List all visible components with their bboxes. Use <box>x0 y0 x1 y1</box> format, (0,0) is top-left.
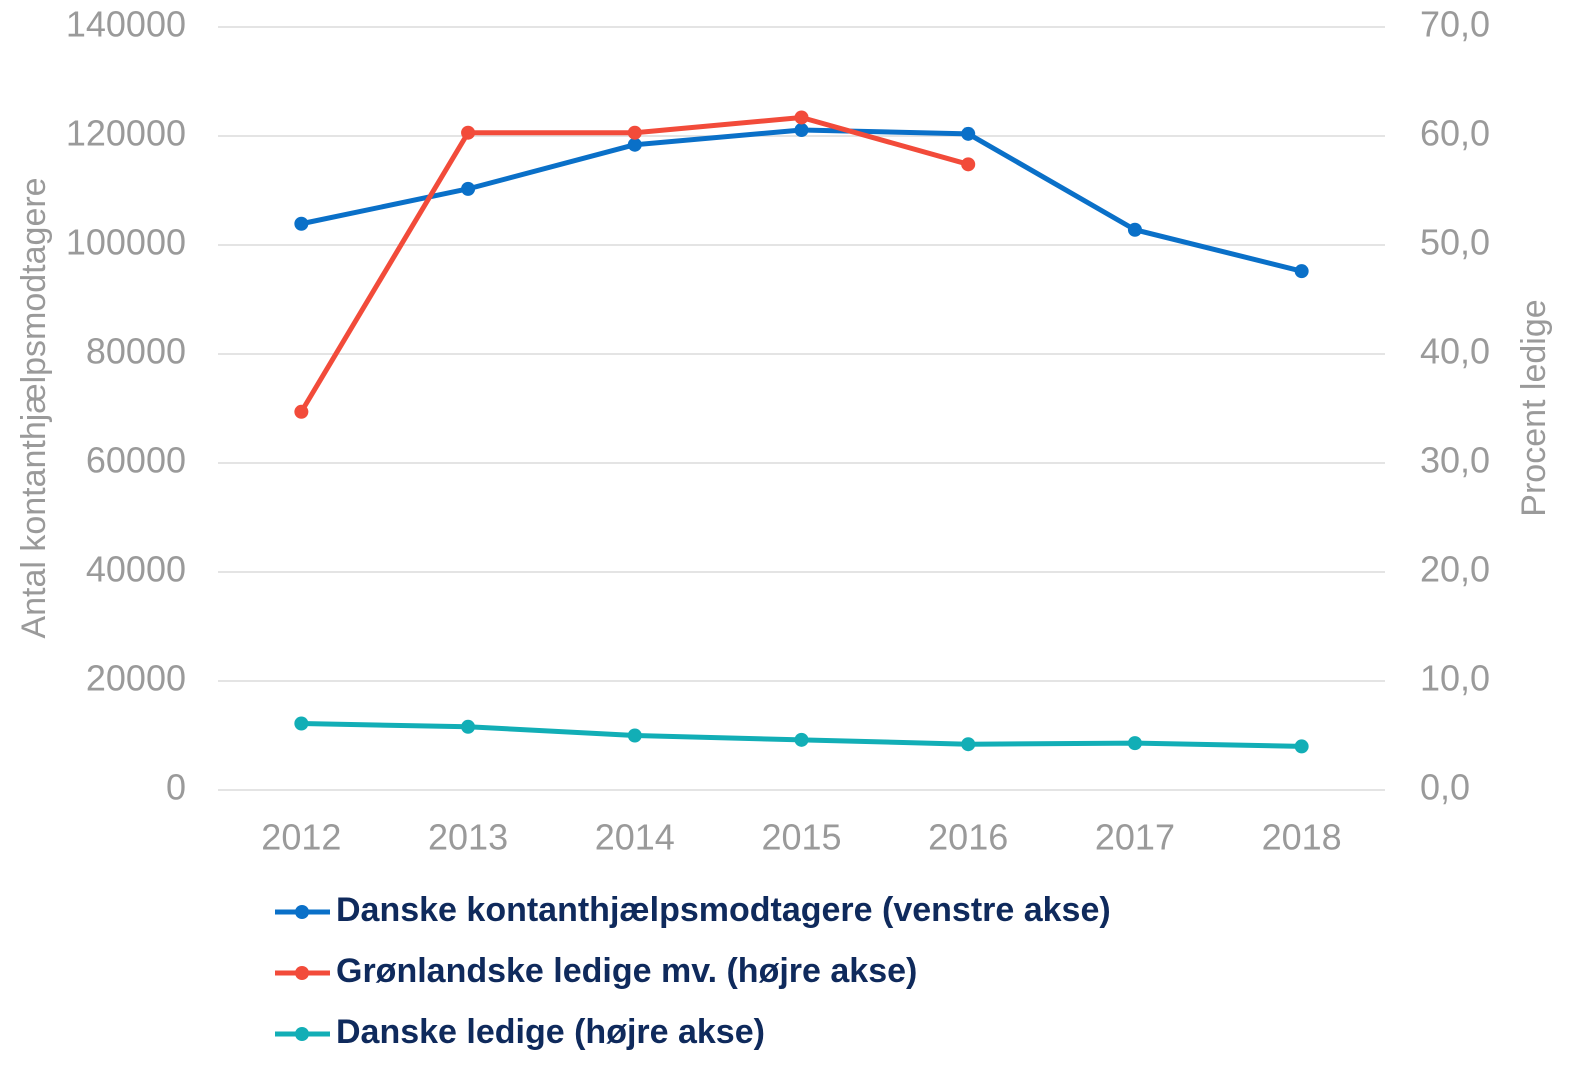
data-point <box>794 110 809 125</box>
y-axis-title: Antal kontanthjælpsmodtagere <box>15 177 53 638</box>
x-tick-label: 2012 <box>261 817 341 858</box>
data-point <box>461 719 476 734</box>
data-point <box>461 181 476 196</box>
data-point <box>961 737 976 752</box>
x-tick-label: 2016 <box>928 817 1008 858</box>
data-point <box>794 732 809 747</box>
x-tick-label: 2017 <box>1095 817 1175 858</box>
data-point <box>294 716 309 731</box>
y2-tick-label: 50,0 <box>1420 222 1490 263</box>
data-point <box>294 404 309 419</box>
y2-tick-label: 20,0 <box>1420 549 1490 590</box>
y2-tick-label: 0,0 <box>1420 767 1470 808</box>
y-tick-label: 120000 <box>66 113 186 154</box>
data-point <box>627 728 642 743</box>
y-tick-label: 140000 <box>66 4 186 45</box>
y2-axis-title: Procent ledige <box>1515 299 1553 516</box>
y2-tick-label: 70,0 <box>1420 4 1490 45</box>
x-tick-label: 2013 <box>428 817 508 858</box>
legend-label: Danske kontanthjælpsmodtagere (venstre a… <box>336 891 1111 929</box>
series-line <box>300 127 1303 274</box>
legend-marker <box>295 905 309 919</box>
y2-tick-label: 60,0 <box>1420 113 1490 154</box>
x-tick-label: 2018 <box>1262 817 1342 858</box>
data-point <box>461 125 476 140</box>
y-tick-label: 100000 <box>66 222 186 263</box>
y-tick-label: 20000 <box>86 658 186 699</box>
legend-marker <box>295 1027 309 1041</box>
data-point <box>627 137 642 152</box>
data-point <box>627 125 642 140</box>
y-tick-label: 0 <box>166 767 186 808</box>
data-point <box>294 216 309 231</box>
y2-tick-label: 30,0 <box>1420 440 1490 481</box>
x-tick-label: 2015 <box>761 817 841 858</box>
y2-tick-label: 40,0 <box>1420 331 1490 372</box>
legend-label: Grønlandske ledige mv. (højre akse) <box>336 952 917 990</box>
data-point <box>1294 739 1309 754</box>
legend-label: Danske ledige (højre akse) <box>336 1013 765 1051</box>
y2-tick-label: 10,0 <box>1420 658 1490 699</box>
data-point <box>961 126 976 141</box>
y-tick-label: 80000 <box>86 331 186 372</box>
legend-marker <box>295 966 309 980</box>
data-point <box>794 123 809 138</box>
x-tick-label: 2014 <box>595 817 675 858</box>
y-tick-label: 60000 <box>86 440 186 481</box>
series-line <box>299 114 969 414</box>
y-tick-label: 40000 <box>86 549 186 590</box>
data-point <box>1127 222 1142 237</box>
data-point <box>1294 264 1309 279</box>
data-point <box>1127 736 1142 751</box>
data-point <box>961 157 976 172</box>
